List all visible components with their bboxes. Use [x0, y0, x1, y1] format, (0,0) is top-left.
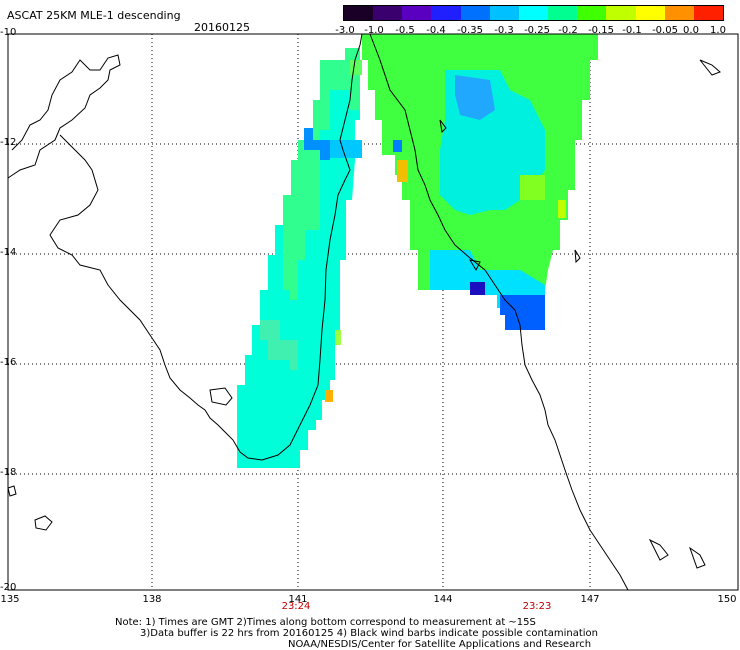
- colorbar-swatch: [606, 6, 636, 20]
- colorbar-swatch: [693, 6, 724, 20]
- lon-label: 150: [717, 594, 737, 605]
- lon-label: 147: [580, 594, 600, 605]
- colorbar-label: -0.1: [622, 25, 642, 36]
- lat-label: -14: [0, 247, 17, 258]
- lat-label: -10: [0, 27, 17, 38]
- colorbar-swatch: [344, 6, 374, 20]
- colorbar-label: -0.3: [494, 25, 514, 36]
- lat-label: -12: [0, 137, 17, 148]
- colorbar-label: 0.0: [683, 25, 699, 36]
- lon-label: 141: [288, 594, 308, 605]
- colorbar-swatch: [431, 6, 461, 20]
- colorbar-swatch: [373, 6, 403, 20]
- colorbar-swatch: [577, 6, 607, 20]
- colorbar-swatch: [635, 6, 665, 20]
- colorbar-swatch: [548, 6, 578, 20]
- colorbar-swatch: [518, 6, 549, 20]
- colorbar-swatch: [402, 6, 432, 20]
- map-frame: [7, 33, 739, 591]
- colorbar-swatch: [664, 6, 694, 20]
- product-title: ASCAT 25KM MLE-1 descending: [7, 9, 181, 22]
- lon-label: 135: [0, 594, 20, 605]
- lon-label: 138: [142, 594, 162, 605]
- lat-label: -20: [0, 582, 17, 593]
- colorbar-label: -1.0: [364, 25, 384, 36]
- time-label: 23:23: [522, 601, 552, 612]
- product-date: 20160125: [194, 21, 250, 34]
- colorbar: [343, 5, 724, 21]
- lat-label: -18: [0, 467, 17, 478]
- west-swath: [237, 48, 362, 468]
- graticule: [8, 34, 738, 590]
- note-line: Note: 1) Times are GMT 2)Times along bot…: [115, 617, 536, 628]
- colorbar-label: -0.15: [588, 25, 614, 36]
- credit-line: NOAA/NESDIS/Center for Satellite Applica…: [288, 639, 592, 650]
- colorbar-label: -0.35: [457, 25, 483, 36]
- colorbar-swatch: [460, 6, 490, 20]
- colorbar-label: -0.2: [558, 25, 578, 36]
- note-line: 3)Data buffer is 22 hrs from 20160125 4)…: [140, 628, 598, 639]
- colorbar-label: -0.05: [652, 25, 678, 36]
- colorbar-label: -3.0: [335, 25, 355, 36]
- east-swath: [350, 34, 598, 330]
- colorbar-swatch: [489, 6, 519, 20]
- time-label: 23:24: [281, 601, 311, 612]
- coastline: [7, 33, 721, 591]
- colorbar-label: -0.5: [395, 25, 415, 36]
- lon-label: 144: [433, 594, 453, 605]
- colorbar-label: -0.4: [426, 25, 446, 36]
- colorbar-label: 1.0: [710, 25, 726, 36]
- colorbar-label: -0.25: [524, 25, 550, 36]
- lat-label: -16: [0, 357, 17, 368]
